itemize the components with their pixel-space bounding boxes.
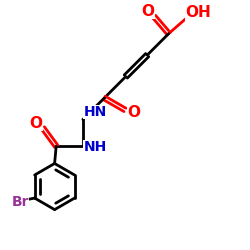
Text: O: O xyxy=(127,105,140,120)
Text: HN: HN xyxy=(84,105,107,119)
Text: O: O xyxy=(30,116,43,130)
Text: Br: Br xyxy=(11,195,29,209)
Text: OH: OH xyxy=(186,6,211,20)
Text: O: O xyxy=(142,4,154,19)
Text: NH: NH xyxy=(84,140,107,154)
